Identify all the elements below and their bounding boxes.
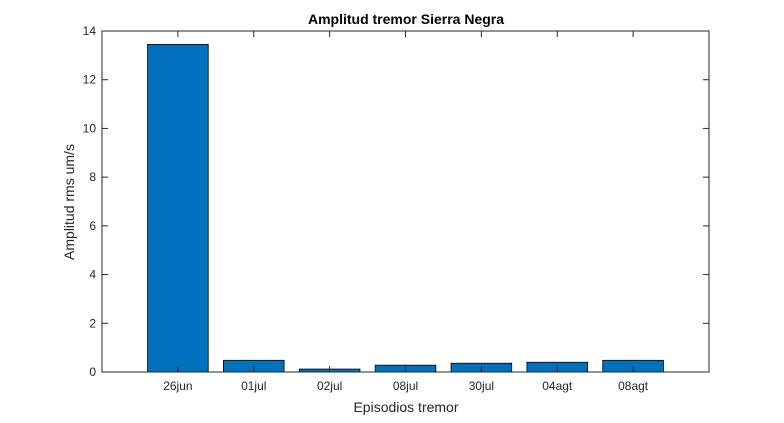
chart-title: Amplitud tremor Sierra Negra bbox=[308, 11, 504, 27]
y-tick-label: 12 bbox=[83, 73, 97, 87]
y-tick-label: 0 bbox=[89, 365, 96, 379]
x-tick-label-01jul: 01jul bbox=[241, 379, 266, 393]
y-tick-label: 4 bbox=[89, 268, 96, 282]
y-tick-label: 10 bbox=[83, 121, 97, 135]
x-tick-label-08jul: 08jul bbox=[393, 379, 418, 393]
bar-26jun bbox=[147, 44, 209, 373]
x-tick-label-30jul: 30jul bbox=[469, 379, 494, 393]
y-tick-label: 2 bbox=[89, 316, 96, 330]
x-axis-label: Episodios tremor bbox=[353, 399, 458, 415]
y-axis-label: Amplitud rms um/s bbox=[61, 144, 77, 260]
x-tick-label-02jul: 02jul bbox=[317, 379, 342, 393]
plot-area: 0 2 4 6 8 10 12 14 26jun 01jul 02jul 08jul 30jul 04ag… bbox=[83, 24, 710, 393]
y-tick-label: 14 bbox=[83, 24, 97, 38]
x-tick-label-26jun: 26jun bbox=[163, 379, 192, 393]
y-tick-label: 6 bbox=[89, 219, 96, 233]
x-tick-label-08agt: 08agt bbox=[618, 379, 649, 393]
x-tick-label-04agt: 04agt bbox=[542, 379, 573, 393]
y-tick-label: 8 bbox=[89, 170, 96, 184]
